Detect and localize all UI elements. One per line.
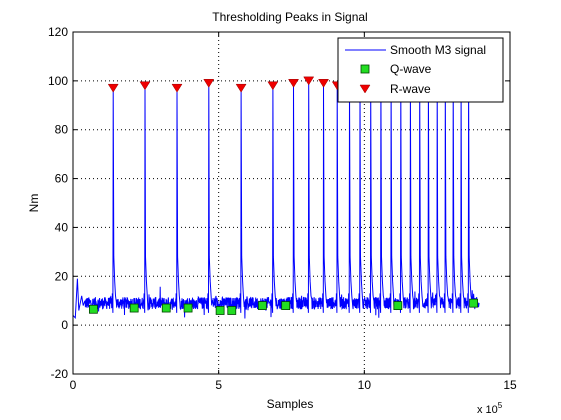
q-wave-point — [88, 304, 98, 314]
y-tick-label: 80 — [55, 123, 69, 137]
r-wave-point — [203, 79, 215, 88]
smooth-m3-signal-line — [73, 80, 480, 319]
y-axis-label: Nm — [27, 194, 41, 213]
plot-frame — [72, 31, 511, 375]
legend: Smooth M3 signal Q-wave R-wave — [337, 37, 504, 103]
r-wave-point — [139, 81, 151, 91]
r-wave-point — [171, 83, 183, 93]
signal-layer — [73, 80, 480, 319]
q-wave-point — [257, 301, 267, 311]
q-wave-point — [469, 298, 478, 308]
r-wave-point — [267, 81, 279, 91]
r-wave-point — [107, 83, 119, 93]
q-wave-point — [161, 303, 171, 313]
legend-q-wave-swatch — [360, 64, 370, 74]
x-axis-multiplier-base: x 10 — [477, 404, 498, 416]
legend-r-wave-swatch — [359, 84, 371, 94]
r-wave-point — [318, 79, 329, 88]
legend-r-wave-label: R-wave — [390, 82, 431, 96]
x-tick-label: 0 — [70, 378, 77, 392]
r-wave-point — [303, 76, 315, 86]
x-axis-multiplier: x 105 — [477, 401, 503, 416]
x-axis-multiplier-exponent: 5 — [498, 401, 503, 410]
legend-q-wave-label: Q-wave — [390, 62, 432, 76]
y-tick-label: -20 — [51, 367, 69, 381]
x-tick-label: 15 — [503, 378, 517, 392]
x-axis-label: Samples — [267, 397, 314, 411]
y-tick-label: 60 — [55, 172, 69, 186]
y-tick-label: 40 — [55, 220, 69, 234]
r-wave-point — [288, 79, 299, 88]
q-wave-point — [215, 306, 225, 315]
q-wave-point — [281, 301, 291, 311]
y-tick-label: 0 — [61, 318, 68, 332]
x-tick-label: 5 — [215, 378, 222, 392]
chart-title: Thresholding Peaks in Signal — [212, 10, 367, 24]
q-wave-point — [129, 303, 139, 313]
q-wave-point — [183, 303, 193, 313]
q-wave-point — [227, 306, 237, 315]
y-tick-label: 20 — [55, 269, 69, 283]
legend-signal-label: Smooth M3 signal — [390, 43, 486, 57]
y-tick-label: 120 — [48, 25, 68, 39]
r-wave-point — [235, 83, 247, 93]
q-wave-point — [393, 301, 403, 311]
y-tick-label: 100 — [48, 74, 68, 88]
x-tick-label: 10 — [358, 378, 372, 392]
q-wave-markers — [88, 298, 478, 315]
